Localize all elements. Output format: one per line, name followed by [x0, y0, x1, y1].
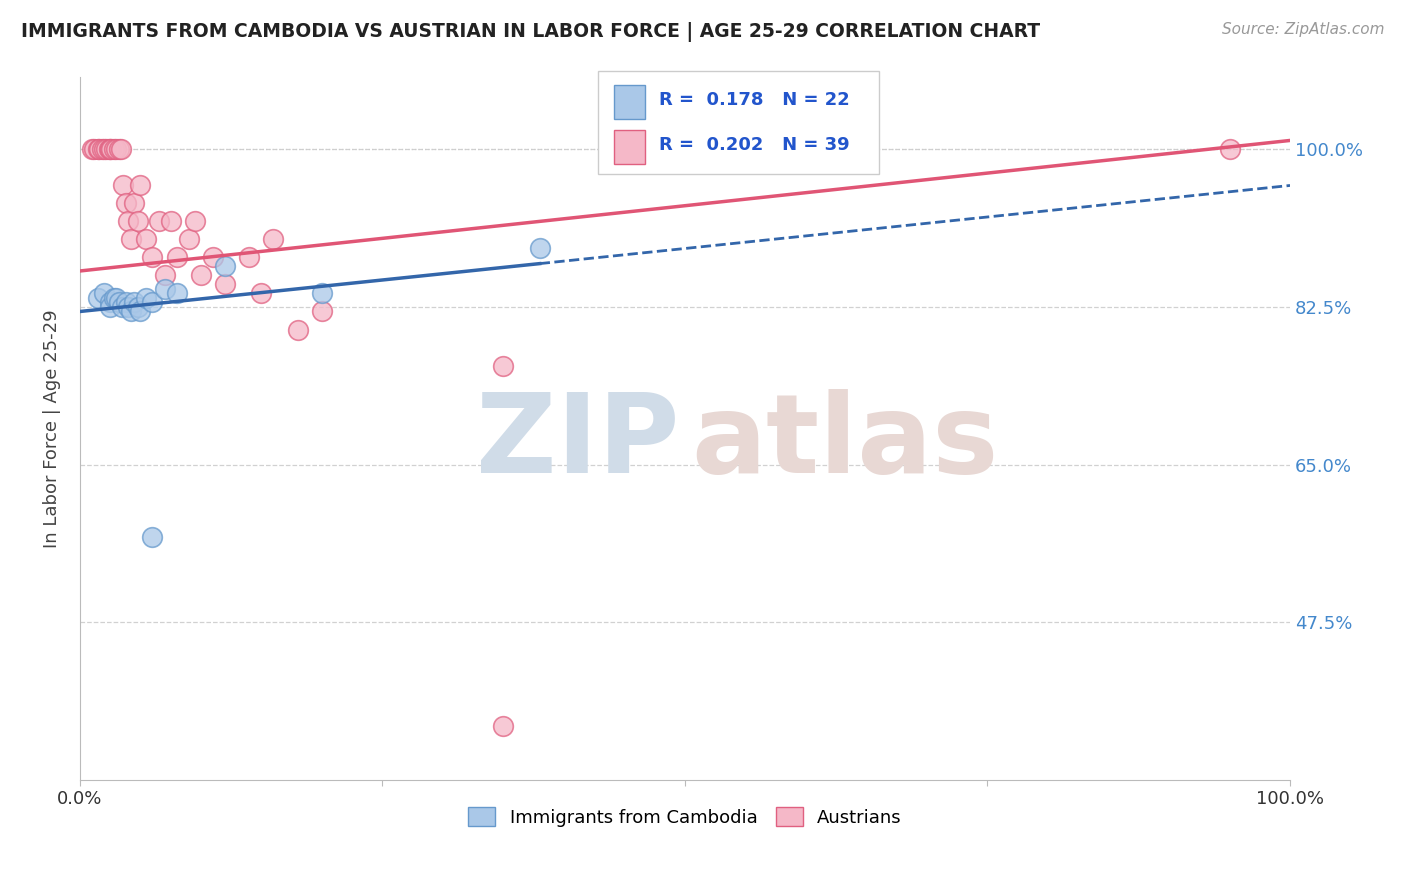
- Point: [127, 300, 149, 314]
- Point: [214, 277, 236, 292]
- Point: [124, 196, 146, 211]
- Point: [141, 251, 163, 265]
- Point: [214, 260, 236, 274]
- Point: [98, 295, 121, 310]
- Point: [103, 143, 125, 157]
- Point: [127, 214, 149, 228]
- Point: [112, 178, 135, 193]
- Point: [287, 322, 309, 336]
- Point: [100, 143, 122, 157]
- Text: atlas: atlas: [690, 389, 998, 496]
- Point: [111, 300, 134, 314]
- Point: [87, 291, 110, 305]
- Point: [529, 242, 551, 256]
- Text: R =  0.202   N = 39: R = 0.202 N = 39: [659, 136, 851, 154]
- Point: [120, 232, 142, 246]
- Text: R =  0.178   N = 22: R = 0.178 N = 22: [659, 91, 851, 109]
- Point: [263, 232, 285, 246]
- Point: [129, 304, 152, 318]
- Point: [96, 143, 118, 157]
- Point: [103, 291, 125, 305]
- Point: [177, 232, 200, 246]
- Point: [159, 214, 181, 228]
- Point: [135, 291, 157, 305]
- Point: [311, 304, 333, 318]
- Point: [117, 300, 139, 314]
- Point: [110, 143, 132, 157]
- Point: [166, 251, 188, 265]
- Point: [135, 232, 157, 246]
- Point: [107, 295, 129, 310]
- Point: [166, 286, 188, 301]
- Point: [117, 214, 139, 228]
- Point: [141, 530, 163, 544]
- Point: [98, 143, 121, 157]
- Point: [89, 143, 111, 157]
- Point: [153, 282, 176, 296]
- Point: [120, 304, 142, 318]
- Point: [141, 295, 163, 310]
- Point: [492, 359, 515, 373]
- Point: [105, 291, 128, 305]
- Point: [87, 143, 110, 157]
- Point: [124, 295, 146, 310]
- Point: [129, 178, 152, 193]
- Point: [107, 143, 129, 157]
- Point: [97, 143, 120, 157]
- Point: [184, 214, 207, 228]
- Point: [190, 268, 212, 283]
- Point: [492, 718, 515, 732]
- Text: Source: ZipAtlas.com: Source: ZipAtlas.com: [1222, 22, 1385, 37]
- Point: [1218, 143, 1240, 157]
- Point: [250, 286, 273, 301]
- Point: [98, 300, 121, 314]
- Text: IMMIGRANTS FROM CAMBODIA VS AUSTRIAN IN LABOR FORCE | AGE 25-29 CORRELATION CHAR: IMMIGRANTS FROM CAMBODIA VS AUSTRIAN IN …: [21, 22, 1040, 42]
- Point: [83, 143, 105, 157]
- Point: [93, 143, 115, 157]
- Y-axis label: In Labor Force | Age 25-29: In Labor Force | Age 25-29: [44, 310, 60, 548]
- Point: [311, 286, 333, 301]
- Point: [105, 143, 128, 157]
- Point: [153, 268, 176, 283]
- Text: ZIP: ZIP: [475, 389, 679, 496]
- Point: [115, 196, 138, 211]
- Point: [201, 251, 224, 265]
- Point: [238, 251, 260, 265]
- Legend: Immigrants from Cambodia, Austrians: Immigrants from Cambodia, Austrians: [461, 800, 908, 834]
- Point: [115, 295, 138, 310]
- Point: [80, 143, 103, 157]
- Point: [93, 286, 115, 301]
- Point: [90, 143, 112, 157]
- Point: [148, 214, 170, 228]
